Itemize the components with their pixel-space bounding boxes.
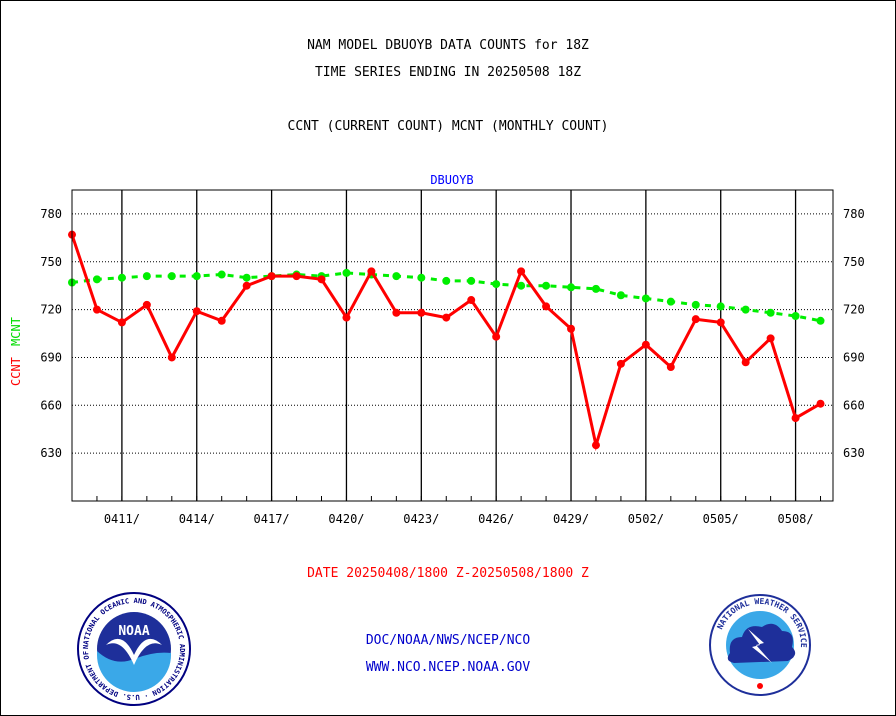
data-point-mcnt (92, 275, 101, 284)
panel-label: DBUOYB (430, 173, 473, 187)
chart-title-line1: NAM MODEL DBUOYB DATA COUNTS for 18Z (307, 38, 589, 53)
x-tick-label: 0420/ (328, 512, 364, 526)
x-tick-label: 0505/ (703, 512, 739, 526)
data-point-ccnt (791, 414, 800, 423)
data-point-mcnt (142, 272, 151, 281)
y-tick-label-left: 780 (40, 207, 62, 221)
data-point-ccnt (716, 318, 725, 327)
y-axis-label-ccnt: CCNT (9, 357, 23, 386)
data-point-mcnt (167, 272, 176, 281)
x-tick-label: 0417/ (254, 512, 290, 526)
data-point-mcnt (616, 291, 625, 300)
data-point-mcnt (217, 270, 226, 279)
y-axis-label-mcnt: MCNT (9, 317, 23, 346)
y-tick-label-right: 720 (843, 303, 865, 317)
y-tick-label-left: 750 (40, 255, 62, 269)
data-point-mcnt (716, 302, 725, 311)
data-point-mcnt (117, 273, 126, 282)
noaa-logo[interactable]: NATIONAL OCEANIC AND ATMOSPHERIC ADMINIS… (74, 589, 194, 709)
y-tick-label-right: 780 (843, 207, 865, 221)
x-tick-label: 0423/ (403, 512, 439, 526)
plot-border (71, 189, 834, 502)
data-point-ccnt (92, 305, 101, 314)
data-point-mcnt (591, 284, 600, 293)
data-point-mcnt (467, 276, 476, 285)
y-tick-label-right: 690 (843, 350, 865, 364)
website-link[interactable]: WWW.NCO.NCEP.NOAA.GOV (365, 660, 531, 675)
data-point-ccnt (666, 363, 675, 372)
nws-logo[interactable]: NATIONAL WEATHER SERVICE (708, 593, 812, 697)
data-point-ccnt (142, 300, 151, 309)
data-point-mcnt (542, 281, 551, 290)
data-point-ccnt (117, 318, 126, 327)
data-point-mcnt (442, 276, 451, 285)
data-point-mcnt (392, 272, 401, 281)
series-line-ccnt (70, 234, 822, 452)
data-point-ccnt (167, 353, 176, 362)
data-point-mcnt (192, 272, 201, 281)
data-point-mcnt (242, 273, 251, 282)
y-tick-label-left: 660 (40, 398, 62, 412)
data-point-mcnt (741, 305, 750, 314)
data-point-ccnt (392, 308, 401, 317)
data-point-ccnt (417, 308, 426, 317)
data-point-ccnt (292, 272, 301, 281)
data-point-ccnt (367, 267, 376, 276)
data-point-mcnt (517, 281, 526, 290)
noaa-logo-text: NOAA (118, 624, 149, 639)
data-point-mcnt (766, 308, 775, 317)
data-point-ccnt (616, 359, 625, 368)
data-point-mcnt (791, 311, 800, 320)
data-point-mcnt (816, 316, 825, 325)
data-point-ccnt (192, 307, 201, 316)
org-path-link[interactable]: DOC/NOAA/NWS/NCEP/NCO (365, 633, 531, 648)
y-tick-label-right: 630 (843, 446, 865, 460)
data-point-ccnt (317, 275, 326, 284)
y-tick-label-right: 660 (843, 398, 865, 412)
data-point-ccnt (542, 302, 551, 311)
data-point-mcnt (342, 268, 351, 277)
data-point-ccnt (766, 334, 775, 343)
y-tick-label-left: 720 (40, 303, 62, 317)
data-point-ccnt (442, 313, 451, 322)
chart-subtitle: CCNT (CURRENT COUNT) MCNT (MONTHLY COUNT… (287, 119, 609, 134)
data-point-mcnt (641, 294, 650, 303)
data-point-ccnt (217, 316, 226, 325)
data-point-mcnt (666, 297, 675, 306)
data-point-ccnt (242, 281, 251, 290)
data-point-ccnt (741, 358, 750, 367)
x-tick-label: 0502/ (628, 512, 664, 526)
x-tick-label: 0429/ (553, 512, 589, 526)
data-point-ccnt (517, 267, 526, 276)
data-point-mcnt (567, 283, 576, 292)
data-point-ccnt (492, 332, 501, 341)
x-tick-label: 0414/ (179, 512, 215, 526)
data-point-mcnt (417, 273, 426, 282)
data-point-ccnt (591, 441, 600, 450)
data-point-ccnt (342, 313, 351, 322)
data-point-mcnt (691, 300, 700, 309)
x-tick-label: 0508/ (778, 512, 814, 526)
date-range: DATE 20250408/1800 Z-20250508/1800 Z (307, 566, 589, 581)
data-point-ccnt (691, 315, 700, 324)
y-tick-label-left: 630 (40, 446, 62, 460)
y-tick-label-right: 750 (843, 255, 865, 269)
data-point-ccnt (641, 340, 650, 349)
x-tick-label: 0426/ (478, 512, 514, 526)
data-point-ccnt (267, 272, 276, 281)
data-point-ccnt (816, 399, 825, 408)
y-tick-label-left: 690 (40, 350, 62, 364)
data-point-mcnt (492, 280, 501, 289)
chart-title-line2: TIME SERIES ENDING IN 20250508 18Z (314, 65, 582, 80)
data-point-ccnt (467, 296, 476, 305)
x-tick-label: 0411/ (104, 512, 140, 526)
data-point-ccnt (567, 324, 576, 333)
